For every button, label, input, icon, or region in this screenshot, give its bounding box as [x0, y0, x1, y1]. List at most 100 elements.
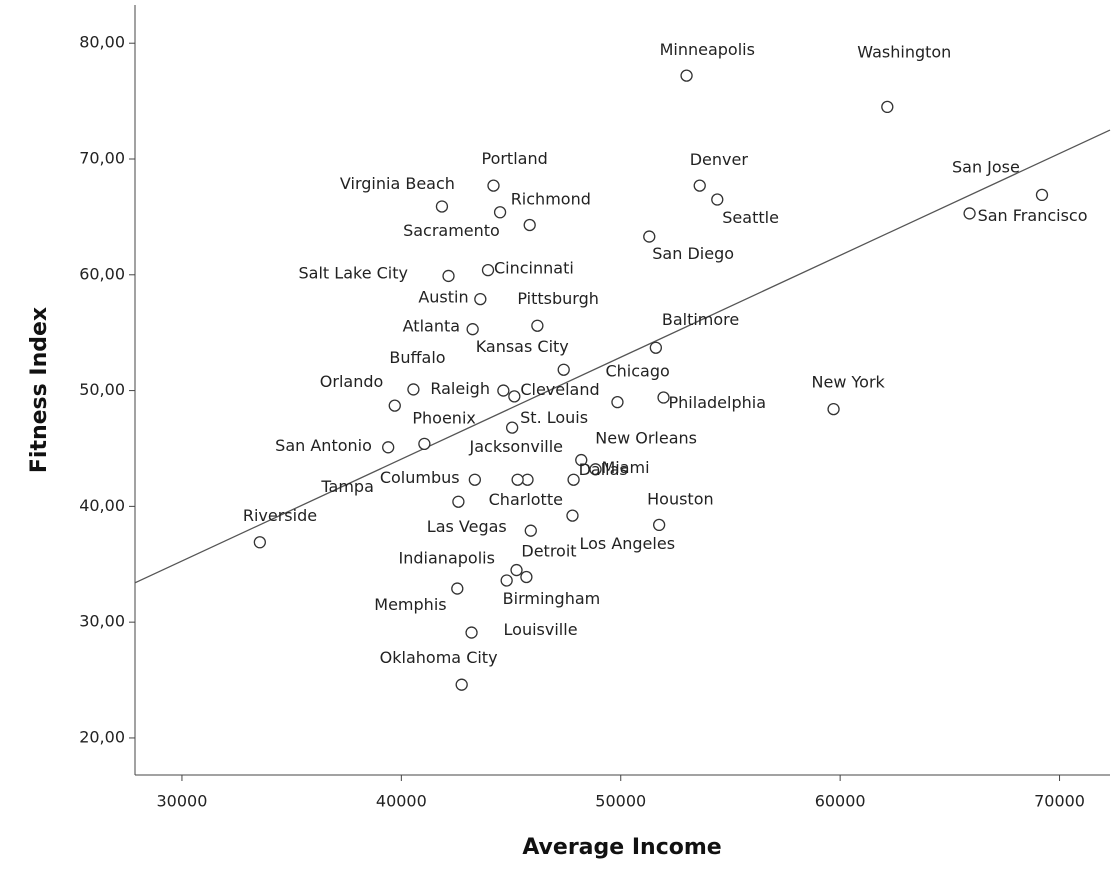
point [442, 269, 455, 283]
point-label: Atlanta [403, 317, 460, 336]
point [1035, 188, 1049, 202]
point-label: San Antonio [275, 436, 372, 455]
point [827, 402, 840, 416]
point-label: Memphis [374, 595, 446, 614]
point-label: Oklahoma City [380, 648, 498, 667]
point [711, 193, 724, 206]
point [466, 323, 479, 336]
point [493, 206, 507, 219]
y-tick-label: 80,00 [79, 33, 125, 52]
x-tick-label: 60000 [815, 792, 866, 811]
point-label: Austin [418, 288, 468, 307]
point-label: Houston [647, 489, 714, 508]
x-tick-label: 30000 [156, 792, 207, 811]
point-label: Buffalo [389, 348, 445, 367]
point [474, 292, 487, 306]
point-label: Indianapolis [399, 549, 495, 568]
point-label: Louisville [504, 620, 578, 639]
point-label: Portland [481, 149, 547, 168]
point-label: Salt Lake City [299, 263, 408, 282]
trend-line [134, 129, 1111, 584]
point [511, 473, 524, 486]
point-label: Baltimore [662, 310, 739, 329]
point [657, 391, 670, 404]
point [500, 574, 513, 587]
point [407, 383, 420, 396]
y-tick-label: 30,00 [79, 612, 125, 631]
point [693, 179, 706, 192]
point [508, 390, 521, 403]
point [253, 536, 266, 549]
point [523, 218, 536, 232]
point-label: Dallas [579, 460, 628, 479]
point-label: Philadelphia [669, 393, 766, 412]
point-label: San Jose [952, 157, 1020, 176]
point [589, 463, 602, 476]
point-label: Pittsburgh [517, 289, 599, 308]
point [531, 319, 544, 332]
point-label: Cincinnati [494, 259, 574, 278]
point [465, 626, 478, 639]
point [388, 399, 401, 412]
point [487, 179, 500, 192]
point-label: New Orleans [595, 429, 697, 448]
point [611, 396, 624, 409]
point [881, 100, 894, 114]
y-tick-label: 20,00 [79, 727, 125, 746]
point-label: Birmingham [503, 589, 601, 608]
point [963, 207, 976, 220]
point [524, 524, 537, 537]
point-label: Phoenix [412, 408, 475, 427]
point-label: Riverside [243, 506, 317, 525]
y-tick-label: 60,00 [79, 264, 125, 283]
y-axis-title: Fitness Index [27, 307, 52, 473]
point-label: Orlando [320, 372, 384, 391]
point-label: Denver [690, 150, 749, 169]
point [520, 570, 533, 584]
point-label: Washington [857, 42, 951, 61]
x-axis-title: Average Income [522, 835, 721, 860]
point-label: Charlotte [489, 490, 563, 509]
point [652, 518, 666, 532]
point [382, 441, 395, 454]
point [575, 453, 588, 467]
point-label: Detroit [521, 542, 576, 561]
y-tick-label: 50,00 [79, 380, 125, 399]
point [510, 563, 523, 577]
point-label: Chicago [605, 362, 669, 381]
x-tick-label: 40000 [376, 792, 427, 811]
point [451, 582, 464, 595]
point [435, 200, 449, 213]
point [497, 384, 510, 397]
point-label: Los Angeles [579, 534, 675, 553]
point-label: Sacramento [403, 221, 500, 240]
point [418, 437, 431, 450]
point [468, 473, 481, 486]
x-tick-label: 50000 [595, 792, 646, 811]
point-label: St. Louis [520, 408, 588, 427]
point-label: Tampa [320, 477, 373, 496]
y-tick-label: 70,00 [79, 149, 125, 168]
point-label: Seattle [722, 208, 779, 227]
point-label: Miami [602, 458, 650, 477]
point-label: San Diego [652, 244, 734, 263]
point [680, 69, 693, 82]
point-label: Las Vegas [427, 517, 507, 536]
point [566, 509, 579, 522]
point [505, 421, 519, 434]
point [567, 473, 580, 486]
y-tick-label: 40,00 [79, 496, 125, 515]
point [643, 230, 656, 243]
point [455, 678, 468, 691]
point-label: Virginia Beach [340, 174, 455, 193]
point [481, 264, 495, 277]
point-label: Columbus [380, 468, 460, 487]
point-label: Richmond [511, 190, 591, 209]
point-label: Raleigh [430, 379, 490, 398]
point-label: Cleveland [520, 380, 599, 399]
point-label: Kansas City [476, 337, 569, 356]
point-label: New York [812, 373, 886, 392]
point-label: Jacksonville [469, 437, 563, 456]
